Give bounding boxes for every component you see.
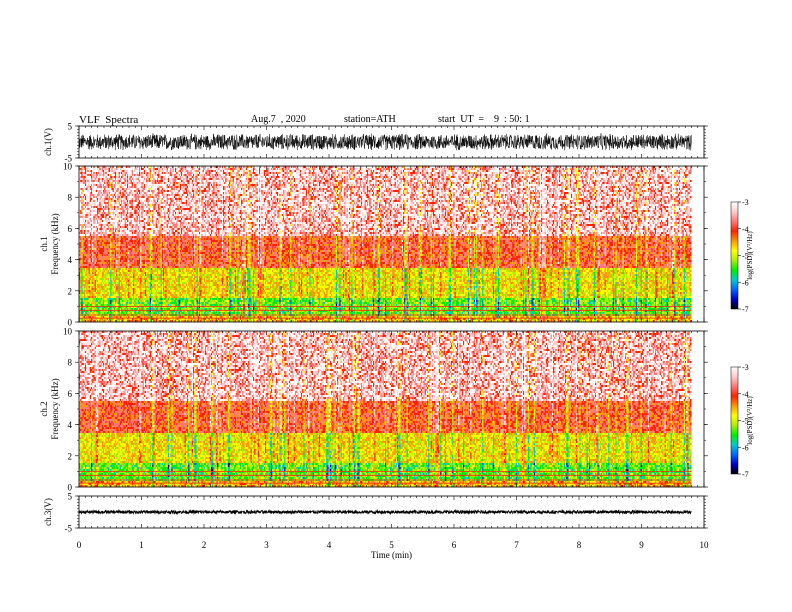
xtick-label: 5 — [389, 540, 394, 550]
ch1_spectrogram-ylabel: Frequency (kHz) — [50, 213, 60, 274]
xtick-label: 2 — [202, 540, 207, 550]
ch1_spectrogram-image — [79, 166, 692, 322]
ch2_spectrogram-ytick-label: 10 — [63, 327, 73, 337]
xtick-label: 7 — [514, 540, 519, 550]
ch1_spectrogram-ytick-label: 2 — [68, 286, 73, 296]
ch1_waveform-ylabel: ch.1(V) — [43, 128, 53, 156]
ch1_spectrogram-colorbar-label: log(PSD)(V²/Hz) — [746, 231, 754, 280]
ch1_spectrogram-ytick-label: 4 — [68, 255, 73, 265]
ch1_spectrogram-ytick-label: 6 — [68, 224, 73, 234]
ch3_waveform-ytick-label: 5 — [68, 492, 73, 502]
xtick-label: 1 — [139, 540, 144, 550]
ch1_spectrogram-ylabel-channel: ch.1 — [39, 236, 49, 251]
ch2_spectrogram-ytick-label: 2 — [68, 451, 73, 461]
ch2_spectrogram-ylabel: Frequency (kHz) — [50, 378, 60, 439]
xtick-label: 6 — [452, 540, 457, 550]
vlf-spectra-figure: 5-5ch.1(V)0246810ch.1 Frequency (kHz)-3-4… — [0, 0, 792, 612]
ch1_spectrogram-colorbar-tick: -3 — [742, 198, 749, 207]
ch2_spectrogram-colorbar-tick: -7 — [742, 470, 749, 479]
xtick-label: 0 — [77, 540, 82, 550]
ch2_spectrogram-ytick-label: 8 — [68, 358, 73, 368]
ch3_waveform-ylabel: ch.3(V) — [43, 498, 53, 526]
ch3_waveform-ytick-label: -5 — [65, 524, 73, 534]
xtick-label: 10 — [700, 540, 710, 550]
ch2_spectrogram-ytick-label: 6 — [68, 389, 73, 399]
ch1_spectrogram-ytick-label: 8 — [68, 193, 73, 203]
ch2_spectrogram-ylabel-channel: ch.2 — [39, 401, 49, 416]
ch1_waveform-trace — [79, 133, 692, 150]
ch1_spectrogram-colorbar-tick: -7 — [742, 305, 749, 314]
ch1_spectrogram-colorbar-scale — [731, 202, 738, 309]
ch3_waveform-trace — [79, 510, 692, 513]
ch1_spectrogram-ytick-label: 10 — [63, 162, 73, 172]
ch2_spectrogram-colorbar-scale — [731, 367, 738, 474]
ch2_spectrogram-ytick-label: 4 — [68, 420, 73, 430]
xtick-label: 8 — [577, 540, 582, 550]
xtick-label: 3 — [264, 540, 269, 550]
ch1_waveform-ytick-label: 5 — [68, 122, 73, 132]
ch2_spectrogram-image — [79, 331, 692, 487]
xaxis-label: Time (min) — [371, 550, 412, 560]
xtick-label: 4 — [327, 540, 332, 550]
ch2_spectrogram-colorbar-tick: -3 — [742, 363, 749, 372]
xtick-label: 9 — [639, 540, 644, 550]
ch2_spectrogram-colorbar-label: log(PSD)(V²/Hz) — [746, 396, 754, 445]
